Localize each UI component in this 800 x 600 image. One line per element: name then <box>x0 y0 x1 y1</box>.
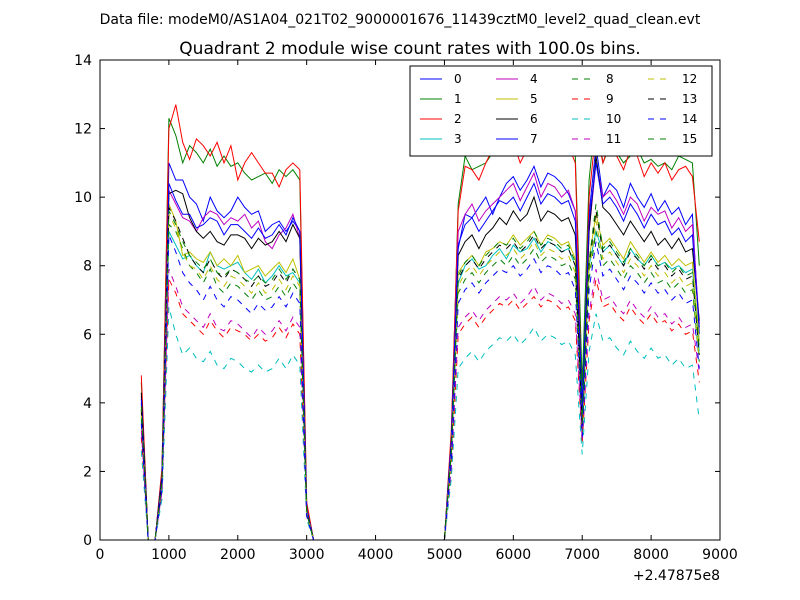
series-line-12 <box>140 214 700 540</box>
x-tick-label: 8000 <box>633 547 669 563</box>
x-tick-label: 1000 <box>151 547 187 563</box>
x-tick-label: 9000 <box>702 547 738 563</box>
legend-label: 6 <box>530 112 538 126</box>
series-line-6 <box>140 155 700 540</box>
y-tick-label: 14 <box>74 53 92 69</box>
x-offset-label: +2.47875e8 <box>633 568 720 584</box>
series-line-7 <box>140 162 700 540</box>
legend-label: 11 <box>606 132 621 146</box>
legend-label: 5 <box>530 92 538 106</box>
series-line-5 <box>140 203 700 540</box>
y-tick-label: 2 <box>83 464 92 480</box>
legend-label: 10 <box>606 112 621 126</box>
series-line-11 <box>140 268 700 540</box>
series-line-15 <box>140 203 700 540</box>
y-tick-label: 10 <box>74 190 92 206</box>
legend-label: 1 <box>454 92 462 106</box>
plot-frame <box>99 59 721 541</box>
y-tick-label: 0 <box>83 533 92 549</box>
legend-label: 14 <box>682 112 697 126</box>
x-tick-label: 7000 <box>564 547 600 563</box>
series-line-0 <box>140 145 700 540</box>
x-tick-label: 5000 <box>427 547 463 563</box>
legend-label: 12 <box>682 72 697 86</box>
legend-label: 7 <box>530 132 538 146</box>
legend-label: 3 <box>454 132 462 146</box>
legend-box <box>409 65 713 157</box>
series-line-4 <box>140 162 700 540</box>
chart-title: Quadrant 2 module wise count rates with … <box>179 39 640 59</box>
x-tick-label: 4000 <box>358 547 394 563</box>
legend-label: 13 <box>682 92 697 106</box>
y-tick-label: 8 <box>83 259 92 275</box>
y-tick-label: 4 <box>83 396 92 412</box>
x-tick-label: 6000 <box>496 547 532 563</box>
legend-label: 15 <box>682 132 697 146</box>
series-line-9 <box>140 279 700 540</box>
y-tick-label: 12 <box>74 122 92 138</box>
series-line-8 <box>140 223 700 540</box>
legend-label: 4 <box>530 72 538 86</box>
plot-lines <box>140 104 700 540</box>
series-line-3 <box>140 229 700 540</box>
x-axis: 0 1000 2000 3000 4000 5000 6000 7000 8000 9000 <box>96 60 738 563</box>
y-tick-label: 6 <box>83 327 92 343</box>
legend-label: 8 <box>606 72 614 86</box>
legend-label: 0 <box>454 72 462 86</box>
legend-label: 2 <box>454 112 462 126</box>
figure-suptitle: Data file: modeM0/AS1A04_021T02_90000016… <box>100 12 701 28</box>
x-tick-label: 2000 <box>220 547 256 563</box>
legend-label: 9 <box>606 92 614 106</box>
x-tick-label: 0 <box>96 547 105 563</box>
x-tick-label: 3000 <box>289 547 325 563</box>
